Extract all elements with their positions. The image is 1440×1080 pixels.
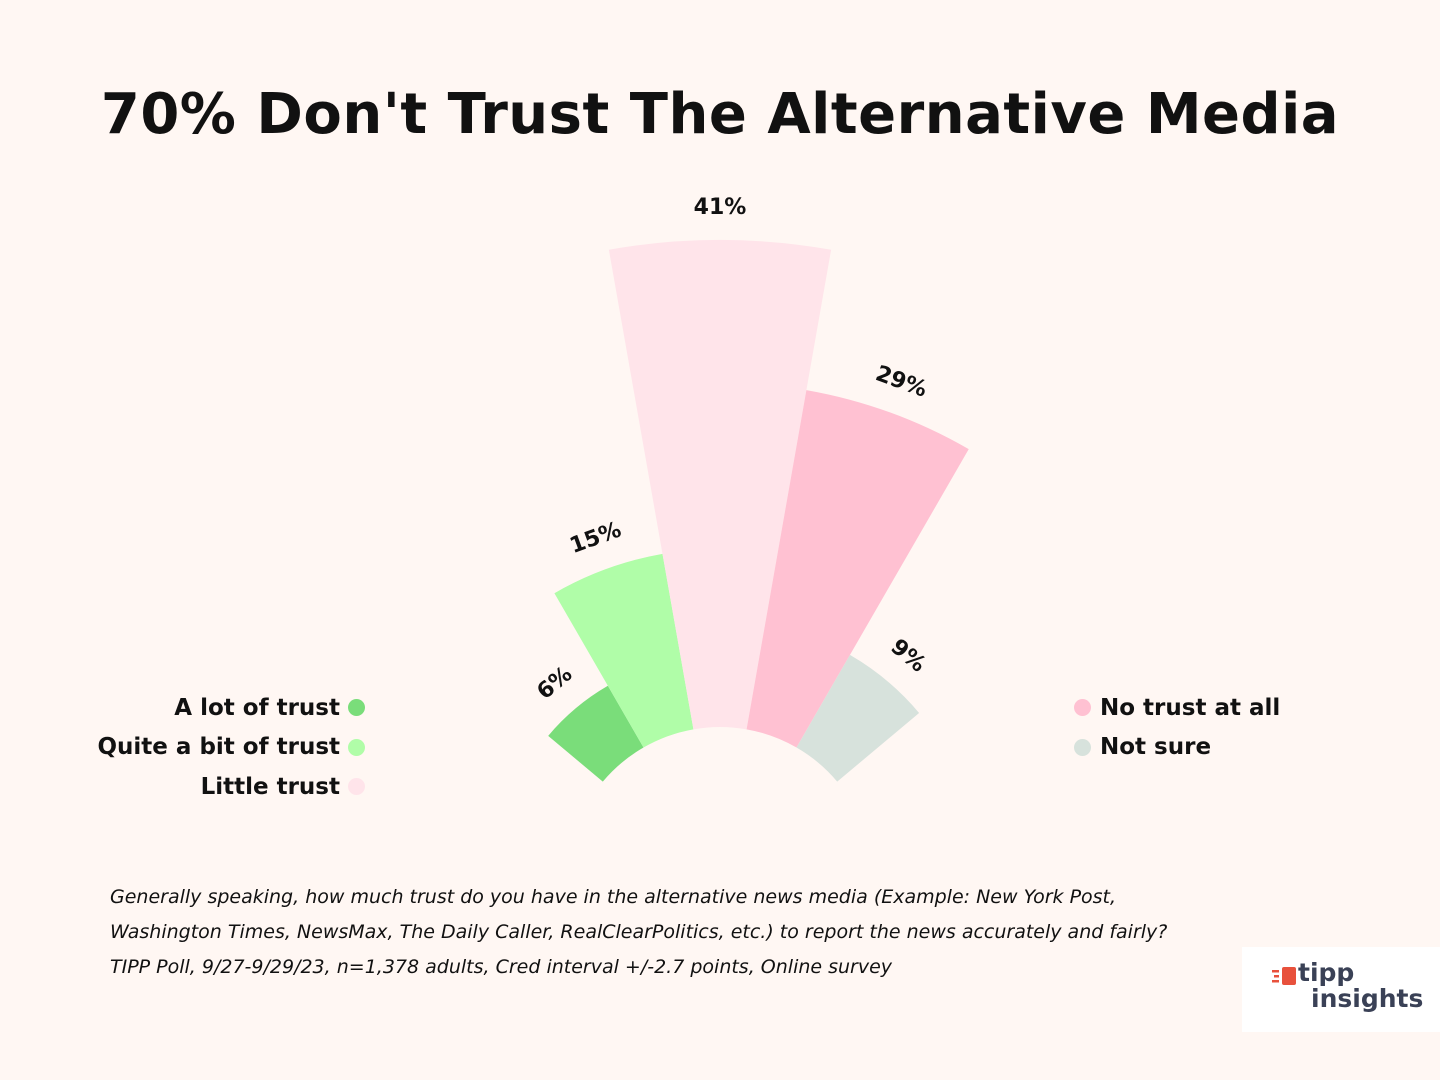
legend-item-no-trust-at-all: No trust at all [1074,688,1280,728]
legend-right: No trust at all Not sure [1074,688,1280,767]
legend-dot-icon [348,699,365,717]
survey-footnote: Generally speaking, how much trust do yo… [110,886,1168,978]
wedge-quite-a-bit-of-trust [554,553,694,748]
legend-label: Not sure [1100,734,1212,761]
legend-dot-icon [348,778,365,796]
legend-item-quite-a-bit-of-trust: Quite a bit of trust [97,728,365,768]
legend-label: No trust at all [1100,694,1281,721]
data-label-not-sure: 9% [886,634,931,677]
legend-label: A lot of trust [174,694,340,721]
legend-item-little-trust: Little trust [98,767,365,807]
legend-dot-icon [1074,699,1091,717]
tipp-logo-icon [1272,967,1296,985]
legend-label: Quite a bit of trust [97,734,341,761]
tipp-insights-logo[interactable]: tipp insights [1242,947,1440,1032]
logo-wordmark: tipp insights [1298,958,1424,1013]
data-label-little-trust: 41% [694,195,747,220]
wedge-no-trust-at-all [746,390,969,748]
chart-title: 70% Don't Trust The Alternative Media [100,82,1340,147]
wedge-not-sure [796,654,920,782]
legend-item-a-lot-of-trust: A lot of trust [98,688,365,728]
data-label-a-lot-of-trust: 6% [533,662,578,705]
legend-label: Little trust [200,773,340,800]
wedge-little-trust [608,240,832,730]
legend-left: A lot of trust Quite a bit of trust Litt… [97,688,365,807]
legend-item-not-sure: Not sure [1074,728,1280,768]
legend-dot-icon [348,738,365,756]
legend-dot-icon [1074,738,1091,756]
data-label-no-trust-at-all: 29% [872,361,930,403]
wedge-a-lot-of-trust [548,685,644,782]
data-label-quite-a-bit-of-trust: 15% [567,518,625,560]
logo-line-1: tipp [1298,958,1355,987]
logo-line-2: insights [1311,984,1424,1013]
